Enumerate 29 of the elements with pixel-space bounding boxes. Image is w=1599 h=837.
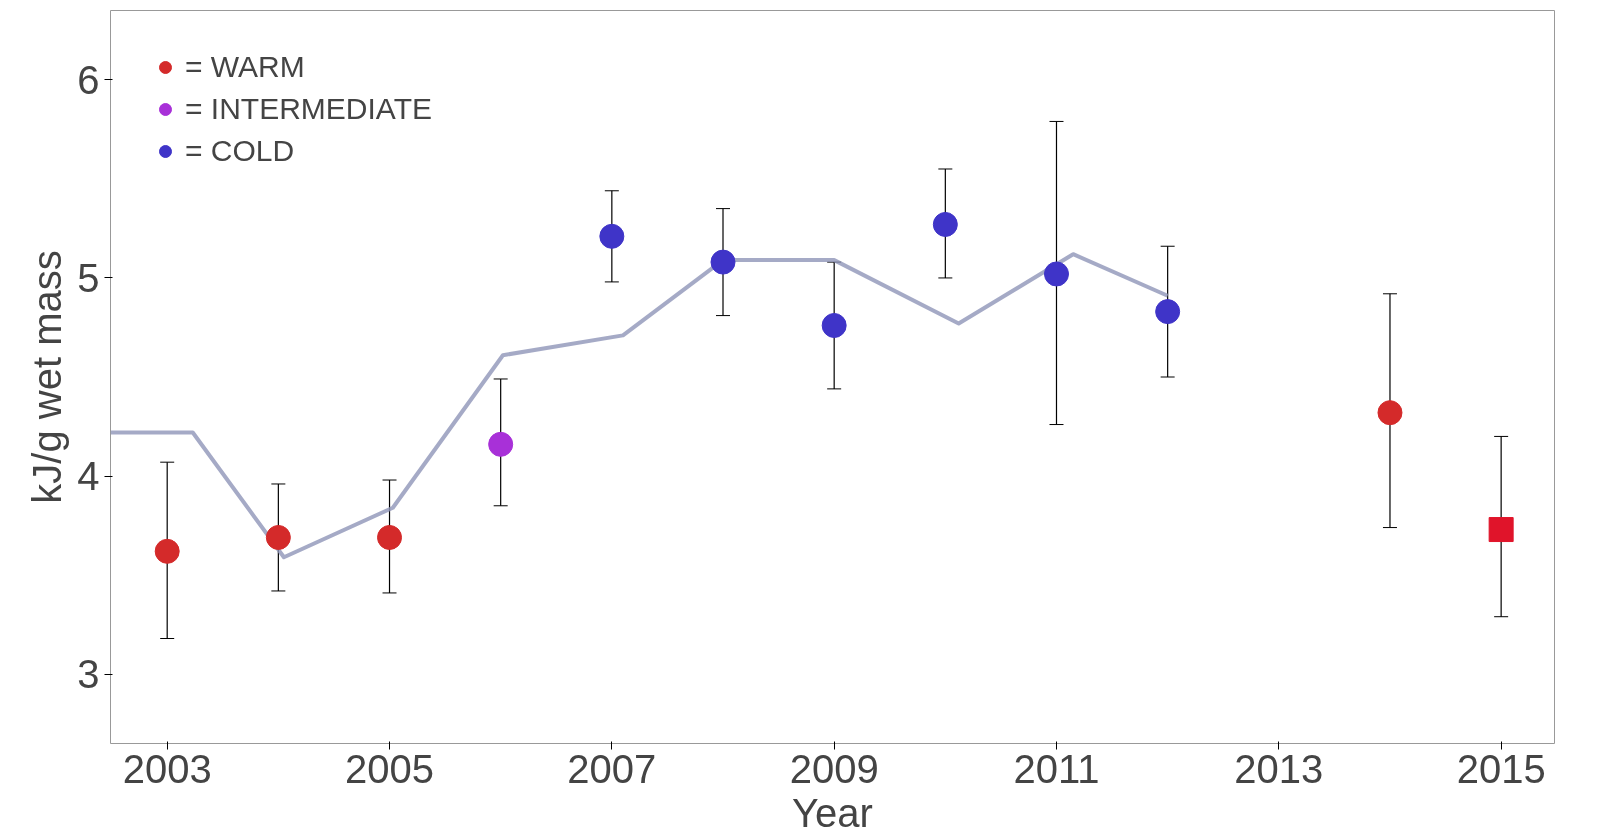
point xyxy=(1488,517,1514,543)
point xyxy=(1155,299,1181,325)
legend-label: = INTERMEDIATE xyxy=(185,92,432,126)
x-tick-label: 2013 xyxy=(1234,746,1324,791)
point xyxy=(488,431,514,457)
x-axis-title: Year xyxy=(792,790,873,835)
x-tick-label: 2009 xyxy=(789,746,879,791)
point xyxy=(710,249,736,275)
x-tick-label: 2011 xyxy=(1013,746,1100,791)
legend-label: = WARM xyxy=(185,50,305,84)
y-tick-label: 5 xyxy=(77,255,100,300)
legend-label: = COLD xyxy=(185,134,295,168)
point xyxy=(599,223,625,249)
x-tick-label: 2015 xyxy=(1456,746,1546,791)
y-tick-label: 4 xyxy=(77,454,100,499)
point xyxy=(821,313,847,338)
x-tick-label: 2007 xyxy=(567,746,657,791)
x-tick-label: 2005 xyxy=(345,746,435,791)
point xyxy=(1043,261,1069,287)
point xyxy=(377,524,403,550)
point xyxy=(1377,400,1403,426)
point xyxy=(265,524,291,550)
y-tick-label: 3 xyxy=(77,652,100,697)
y-tick-label: 6 xyxy=(77,57,100,102)
x-tick-label: 2003 xyxy=(122,746,212,791)
point xyxy=(154,538,180,564)
y-axis-title: kJ/g wet mass xyxy=(25,250,70,504)
line-series xyxy=(110,252,1170,560)
point xyxy=(932,211,958,237)
